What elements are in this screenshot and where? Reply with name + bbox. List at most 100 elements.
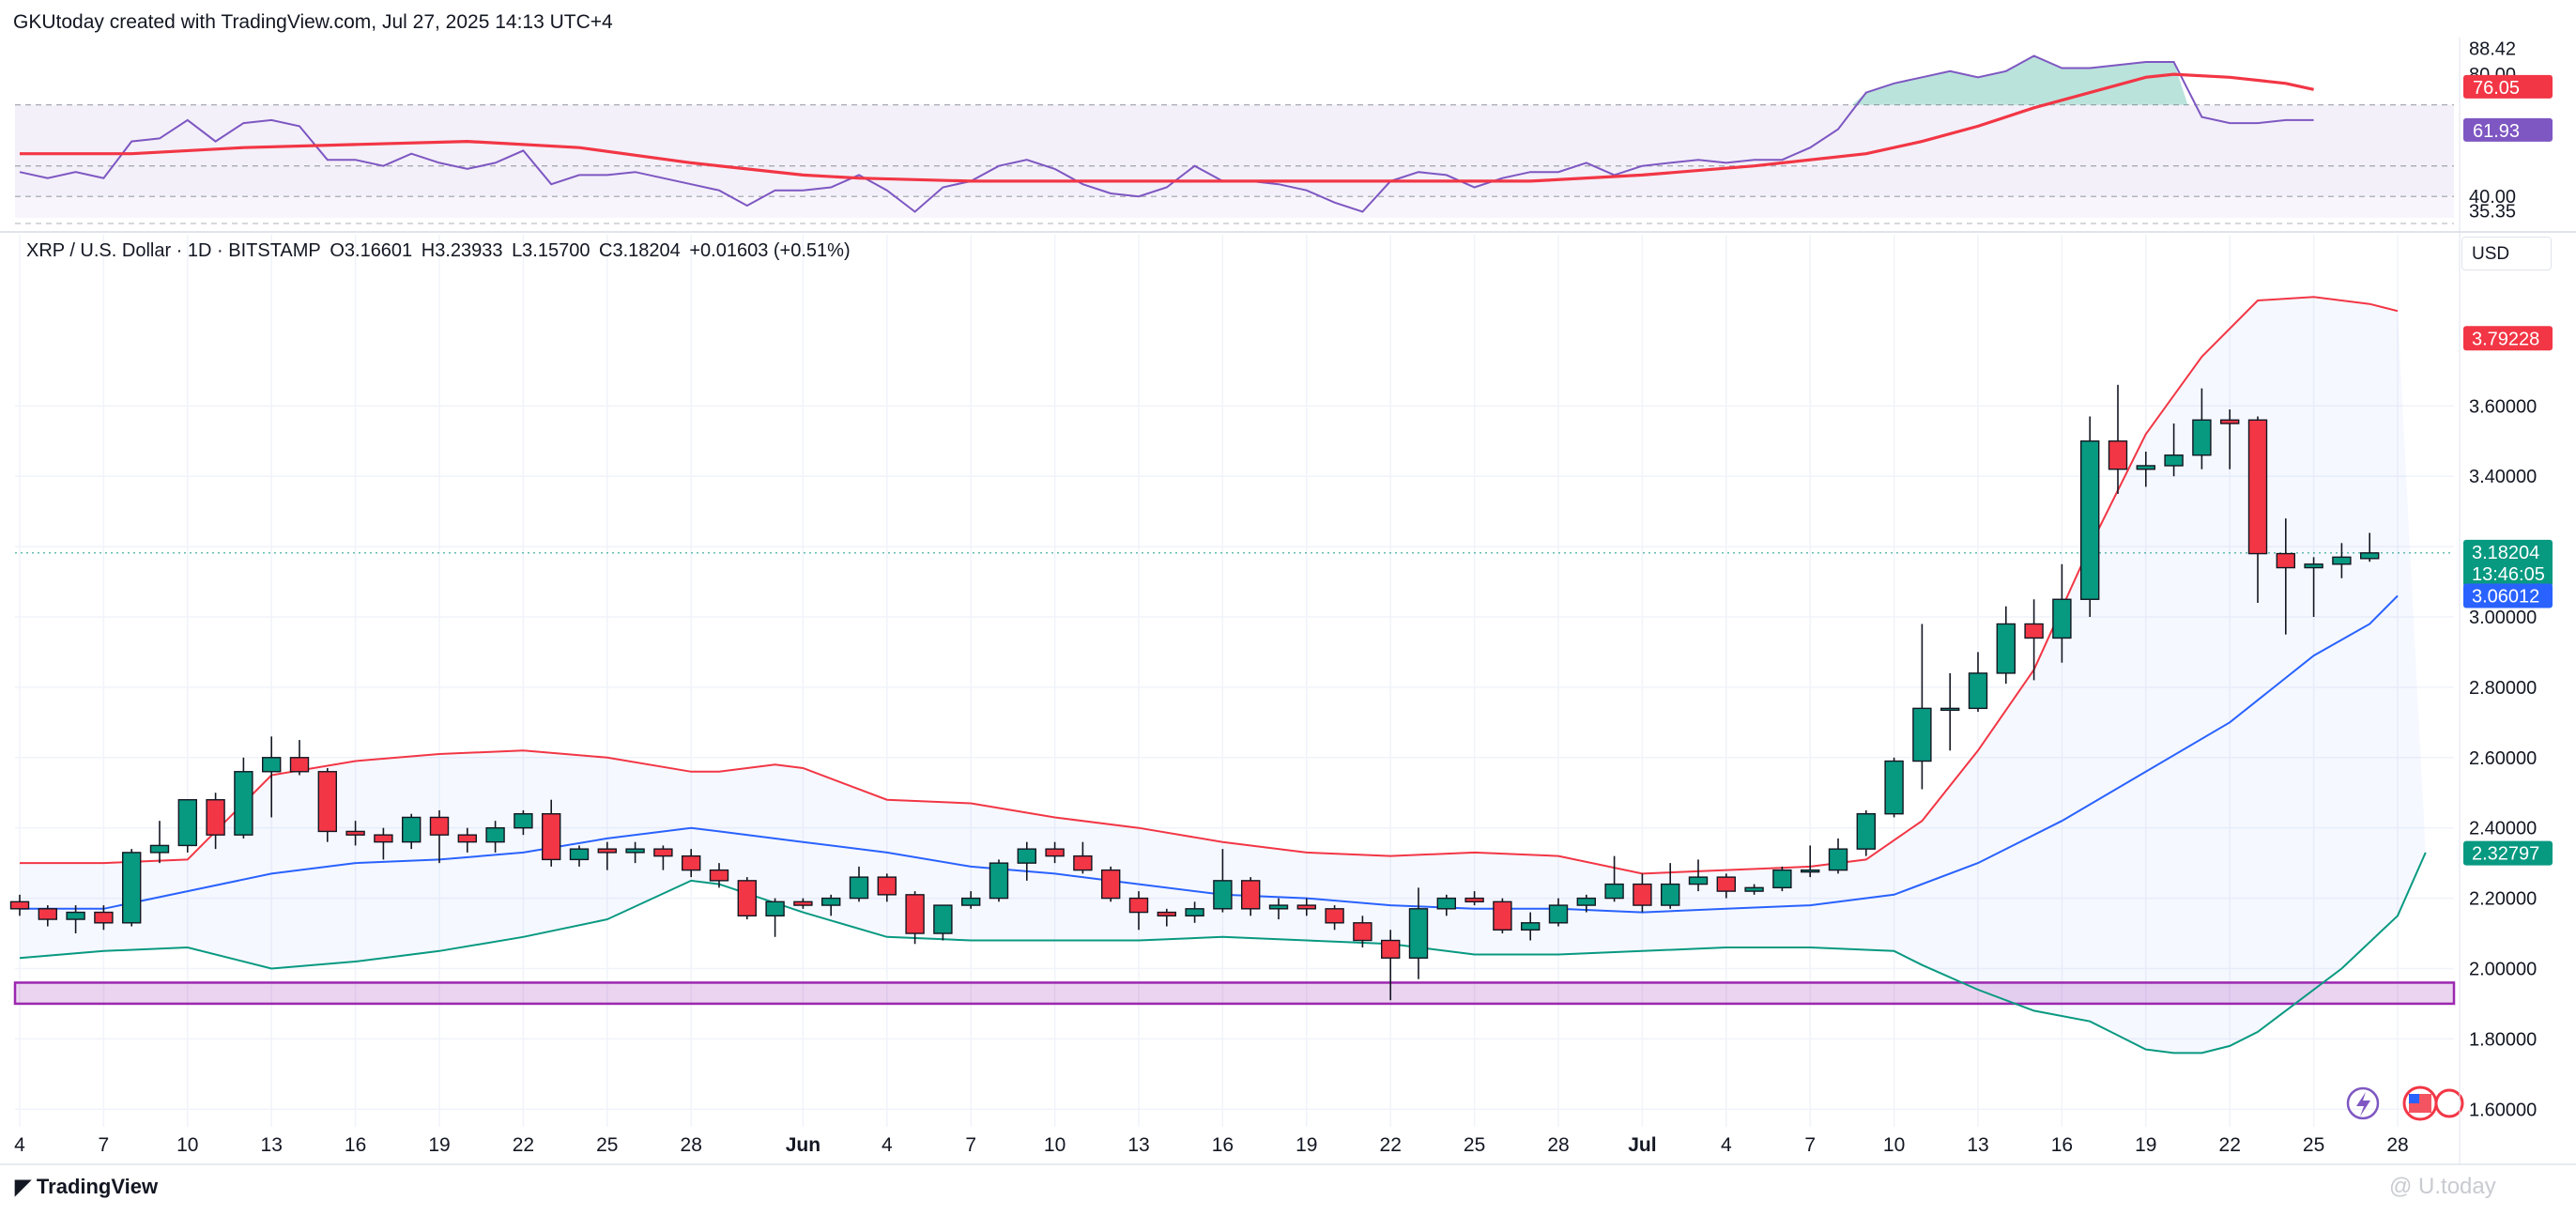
time-x-tick-label: Jun (786, 1134, 820, 1156)
candle-body (2079, 440, 2100, 600)
candle-body (1772, 869, 1792, 889)
legend-high: H3.23933 (421, 240, 503, 261)
us-flag-ring-second (2434, 1088, 2464, 1118)
candle-body (206, 799, 225, 836)
price-y-tick-label: 1.80000 (2469, 1029, 2537, 1050)
rsi-line (19, 54, 2314, 213)
time-x-tick-label: 28 (681, 1134, 702, 1156)
candle (1353, 916, 1372, 948)
candle-body (1912, 707, 1932, 762)
bollinger-lower-line (19, 852, 2427, 1054)
candle-body (177, 799, 198, 847)
legend-low: L3.15700 (512, 240, 590, 261)
lightning-icon (2346, 1086, 2380, 1120)
rsi-value-label-bg (2463, 74, 2553, 99)
candle (149, 821, 170, 864)
utoday-watermark: @ U.today (2389, 1174, 2496, 1199)
candle (1968, 652, 1988, 713)
candle-body (2024, 623, 2044, 639)
time-x-tick-label: 19 (428, 1134, 450, 1156)
time-x-tick-label: 13 (261, 1134, 283, 1156)
candle (2304, 557, 2323, 617)
candle (1548, 898, 1569, 927)
price-y-tick-label: 3.40000 (2469, 467, 2537, 487)
rsi-value-label-bg (2463, 117, 2553, 142)
candle-body (1353, 922, 1372, 942)
chart-header-title: GKUtoday created with TradingView.com, J… (13, 11, 613, 33)
candle (2192, 388, 2212, 469)
candle (1408, 887, 1429, 979)
candle (849, 866, 869, 902)
candle (1100, 866, 1121, 902)
time-x-tick-label: 25 (2303, 1134, 2324, 1156)
candle-body (793, 900, 813, 906)
rsi-y-tick-label: 40.00 (2469, 187, 2516, 208)
candle-body (1576, 897, 1597, 906)
candle (1884, 757, 1904, 818)
candle (2024, 599, 2044, 681)
candle-body (1548, 904, 1569, 924)
lightning-icon-bolt (2356, 1092, 2370, 1116)
candle (709, 863, 729, 888)
candle-body (1380, 939, 1401, 959)
candle-body (317, 771, 337, 833)
price-y-tick-label: 2.40000 (2469, 819, 2537, 839)
candle-body (542, 813, 561, 861)
rsi-value-label: 76.05 (2473, 78, 2520, 99)
candle (1996, 606, 2016, 685)
candle (1128, 891, 1149, 931)
candle (1325, 905, 1344, 931)
candle-body (234, 771, 253, 836)
candle-body (1128, 897, 1149, 914)
candle (2079, 416, 2100, 617)
tradingview-logo-icon: ◤ (15, 1175, 31, 1198)
legend-change: +0.01603 (+0.51%) (689, 240, 851, 261)
candle (2136, 451, 2156, 487)
candle (2108, 384, 2128, 494)
candle-body (1296, 904, 1317, 910)
legend-symbol: XRP / U.S. Dollar · 1D · BITSTAMP (26, 240, 321, 261)
candle (1744, 884, 1764, 895)
price-label-bg (2463, 326, 2553, 351)
rsi-value-label: 61.93 (2473, 121, 2520, 142)
candle-body (1464, 897, 1484, 903)
time-x-tick-label: 4 (14, 1134, 25, 1156)
price-label: 2.32797 (2472, 844, 2539, 865)
candle (625, 841, 645, 864)
candle (1268, 898, 1289, 920)
currency-button[interactable]: USD (2461, 237, 2552, 270)
candle (1856, 809, 1877, 856)
candle (1185, 901, 1204, 923)
candle (542, 799, 561, 867)
candle-body (121, 852, 142, 924)
time-x-tick-label: 10 (176, 1134, 198, 1156)
legend-open: O3.16601 (330, 240, 413, 261)
candle (2164, 423, 2184, 477)
candle-body (2052, 598, 2072, 639)
candle-body (1268, 904, 1289, 910)
rsi-band (15, 104, 2454, 197)
price-label-bg (2463, 840, 2553, 866)
candle-body (1185, 908, 1204, 917)
price-panel: 3.600003.400003.200003.000002.800002.600… (9, 235, 2553, 1156)
candle-body (597, 848, 617, 854)
candle (1380, 930, 1401, 1001)
candle (933, 904, 953, 941)
candle-body (9, 900, 30, 910)
time-x-tick-label: 22 (2219, 1134, 2241, 1156)
price-y-tick-label: 2.60000 (2469, 748, 2537, 769)
candle-body (2276, 552, 2296, 569)
time-x-tick-label: 22 (513, 1134, 534, 1156)
candle-body (1856, 813, 1877, 850)
candle-body (1045, 848, 1065, 857)
candle-body (2247, 419, 2268, 555)
time-x-tick-label: 7 (965, 1134, 976, 1156)
candle-body (1325, 908, 1344, 924)
tradingview-brand[interactable]: ◤ TradingView (15, 1175, 158, 1199)
candle (1493, 898, 1512, 934)
candle-body (2304, 563, 2323, 569)
candle (569, 845, 590, 867)
candle-body (1240, 880, 1261, 910)
